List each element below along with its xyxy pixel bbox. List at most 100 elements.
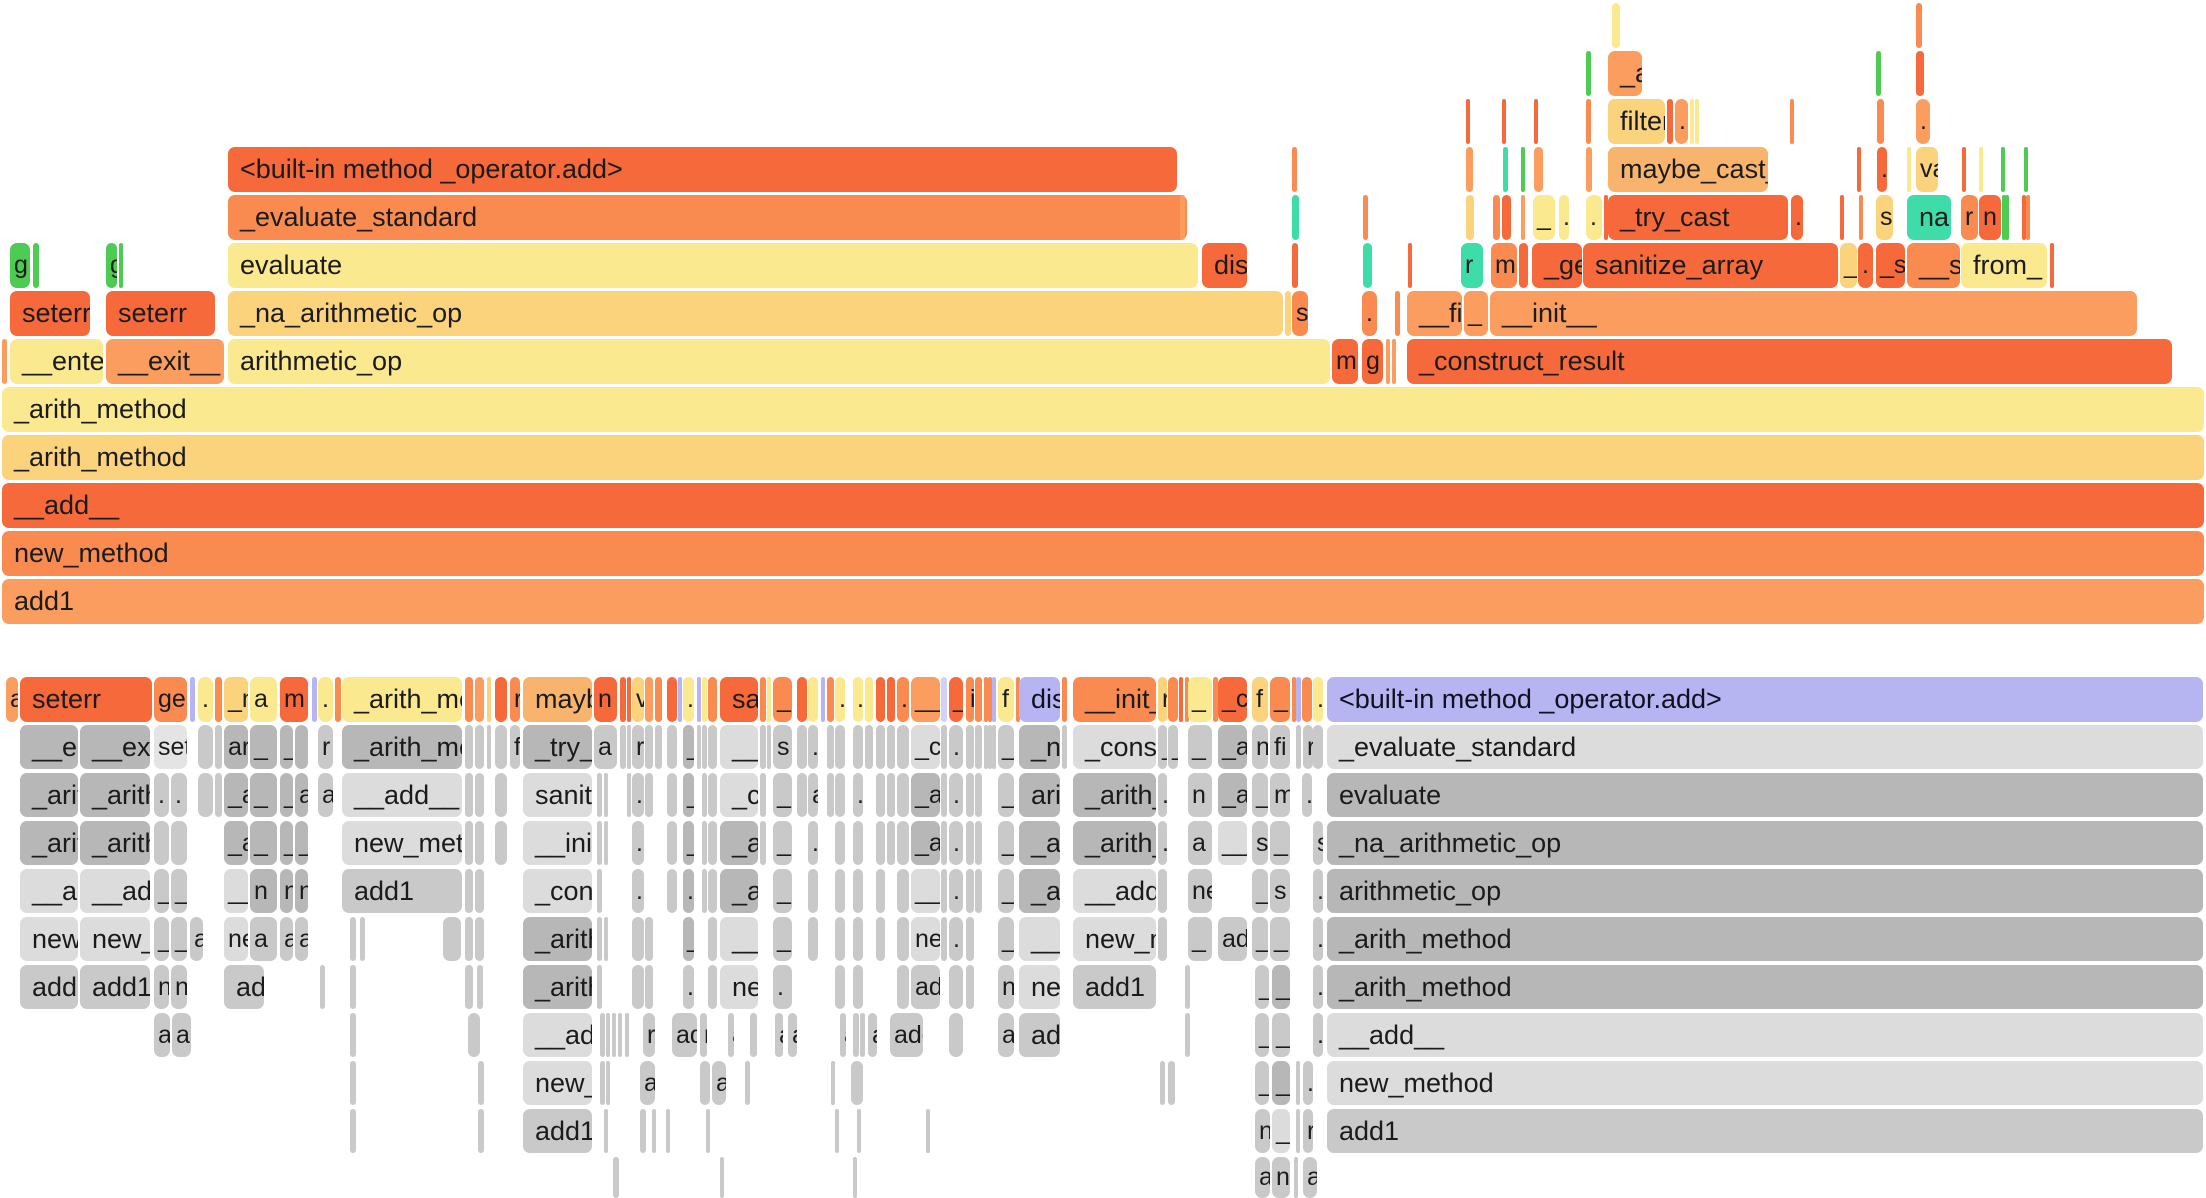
caller-frame-bar[interactable] bbox=[708, 725, 717, 769]
caller-frame-bar[interactable]: r bbox=[700, 1013, 707, 1057]
flame-frame-bar[interactable]: seterr bbox=[106, 291, 215, 336]
flame-frame-bar[interactable]: new_method bbox=[2, 531, 2204, 576]
caller-frame-bar[interactable]: . bbox=[1302, 773, 1312, 817]
caller-frame-bar[interactable] bbox=[897, 773, 909, 817]
flame-frame-bar[interactable] bbox=[1408, 243, 1412, 288]
caller-frame-bar[interactable] bbox=[835, 725, 845, 769]
caller-frame-bar[interactable]: ge bbox=[154, 677, 187, 722]
caller-frame-bar[interactable] bbox=[702, 821, 707, 865]
caller-frame-bar[interactable]: f bbox=[1252, 677, 1268, 722]
caller-frame-bar[interactable]: _arith_method bbox=[342, 725, 462, 769]
flame-frame-bar[interactable] bbox=[1586, 99, 1591, 144]
caller-frame-bar[interactable] bbox=[1185, 1013, 1190, 1057]
caller-frame-bar[interactable] bbox=[808, 677, 818, 722]
caller-frame-bar[interactable] bbox=[708, 821, 717, 865]
caller-frame-bar[interactable] bbox=[478, 1109, 484, 1153]
caller-frame-bar[interactable] bbox=[1168, 1061, 1175, 1105]
caller-frame-bar[interactable] bbox=[350, 917, 356, 961]
flame-frame-bar[interactable] bbox=[1466, 99, 1470, 144]
caller-frame-bar[interactable] bbox=[966, 869, 974, 913]
caller-frame-bar[interactable] bbox=[655, 725, 662, 769]
caller-frame-bar[interactable] bbox=[966, 917, 974, 961]
caller-frame-bar[interactable]: add1 bbox=[1327, 1109, 2203, 1153]
caller-frame-bar[interactable]: _ bbox=[250, 821, 277, 865]
flame-frame-bar[interactable]: . bbox=[1877, 147, 1887, 192]
caller-frame-bar[interactable]: r bbox=[1303, 725, 1313, 769]
caller-frame-bar[interactable]: seterr bbox=[154, 725, 187, 769]
caller-frame-bar[interactable]: n bbox=[250, 869, 277, 913]
flame-frame-bar[interactable]: va bbox=[1916, 147, 1938, 192]
caller-frame-bar[interactable] bbox=[1213, 677, 1218, 722]
caller-frame-bar[interactable] bbox=[975, 677, 982, 722]
caller-frame-bar[interactable] bbox=[600, 1061, 605, 1105]
caller-frame-bar[interactable]: _ bbox=[1252, 869, 1268, 913]
caller-frame-bar[interactable]: _ bbox=[998, 821, 1014, 865]
caller-frame-bar[interactable] bbox=[831, 1061, 835, 1105]
caller-frame-bar[interactable]: . bbox=[949, 773, 963, 817]
caller-frame-bar[interactable] bbox=[941, 917, 947, 961]
flame-frame-bar[interactable] bbox=[1519, 243, 1528, 288]
caller-frame-bar[interactable] bbox=[897, 869, 909, 913]
caller-frame-bar[interactable]: _arith_method bbox=[80, 773, 150, 817]
caller-frame-bar[interactable]: n bbox=[171, 965, 187, 1009]
caller-frame-bar[interactable]: new_method bbox=[1073, 917, 1156, 961]
caller-frame-bar[interactable]: _arith_method bbox=[1019, 821, 1060, 865]
flame-frame-bar[interactable] bbox=[1586, 147, 1592, 192]
caller-frame-bar[interactable]: a bbox=[250, 677, 277, 722]
caller-frame-bar[interactable] bbox=[708, 677, 717, 722]
caller-frame-bar[interactable]: r bbox=[643, 1013, 655, 1057]
caller-frame-bar[interactable]: maybe_cast_to bbox=[523, 677, 592, 722]
caller-frame-bar[interactable] bbox=[468, 1013, 480, 1057]
caller-frame-bar[interactable] bbox=[1294, 1157, 1298, 1198]
caller-frame-bar[interactable] bbox=[720, 1157, 724, 1198]
caller-frame-bar[interactable]: _arith_method bbox=[1218, 725, 1247, 769]
caller-frame-bar[interactable] bbox=[215, 677, 222, 722]
flame-frame-bar[interactable] bbox=[1916, 51, 1924, 96]
caller-frame-bar[interactable]: . bbox=[632, 821, 644, 865]
caller-frame-bar[interactable] bbox=[597, 917, 602, 961]
caller-frame-bar[interactable]: a bbox=[280, 917, 293, 961]
caller-frame-bar[interactable] bbox=[154, 821, 169, 865]
caller-frame-bar[interactable] bbox=[597, 773, 602, 817]
caller-frame-bar[interactable]: a bbox=[190, 917, 203, 961]
caller-frame-bar[interactable]: _ bbox=[773, 869, 792, 913]
caller-frame-bar[interactable] bbox=[1168, 677, 1178, 722]
caller-frame-bar[interactable]: s bbox=[1270, 869, 1290, 913]
caller-frame-bar[interactable] bbox=[700, 1061, 710, 1105]
caller-frame-bar[interactable] bbox=[853, 725, 863, 769]
flame-frame-bar[interactable] bbox=[2024, 147, 2028, 192]
caller-frame-bar[interactable]: . bbox=[1158, 773, 1167, 817]
caller-frame-bar[interactable] bbox=[475, 821, 484, 865]
caller-frame-bar[interactable] bbox=[215, 773, 222, 817]
flame-frame-bar[interactable]: __se bbox=[1907, 243, 1960, 288]
caller-frame-bar[interactable] bbox=[851, 1061, 863, 1105]
caller-frame-bar[interactable]: _ bbox=[1255, 965, 1269, 1009]
caller-frame-bar[interactable] bbox=[966, 821, 974, 865]
caller-frame-bar[interactable]: r bbox=[318, 725, 333, 769]
caller-frame-bar[interactable] bbox=[632, 917, 644, 961]
caller-frame-bar[interactable] bbox=[835, 773, 845, 817]
caller-frame-bar[interactable]: arithmetic_op bbox=[224, 725, 248, 769]
flame-frame-bar[interactable]: n bbox=[1979, 195, 2001, 240]
caller-frame-bar[interactable] bbox=[797, 677, 807, 722]
caller-frame-bar[interactable] bbox=[760, 677, 766, 722]
flame-frame-bar[interactable] bbox=[1521, 195, 1525, 240]
caller-frame-bar[interactable] bbox=[1062, 677, 1067, 722]
flame-frame-bar[interactable]: <built-in method _operator.add> bbox=[228, 147, 1177, 192]
caller-frame-bar[interactable]: a bbox=[295, 917, 308, 961]
caller-frame-bar[interactable]: a bbox=[775, 1013, 783, 1057]
caller-frame-bar[interactable] bbox=[853, 917, 863, 961]
caller-frame-bar[interactable] bbox=[1185, 677, 1189, 722]
caller-frame-bar[interactable]: n bbox=[1272, 1157, 1290, 1198]
caller-frame-bar[interactable] bbox=[620, 725, 626, 769]
caller-frame-bar[interactable]: a bbox=[318, 773, 333, 817]
caller-frame-bar[interactable]: . bbox=[632, 869, 644, 913]
caller-frame-bar[interactable] bbox=[853, 869, 863, 913]
caller-frame-bar[interactable]: _ bbox=[1272, 1013, 1290, 1057]
caller-frame-bar[interactable] bbox=[1296, 1109, 1300, 1153]
caller-frame-bar[interactable]: _a bbox=[280, 773, 293, 817]
flame-frame-bar[interactable] bbox=[2050, 243, 2054, 288]
caller-frame-bar[interactable]: _ bbox=[154, 917, 169, 961]
caller-frame-bar[interactable]: a bbox=[868, 1013, 877, 1057]
caller-frame-bar[interactable]: n bbox=[1188, 773, 1212, 817]
